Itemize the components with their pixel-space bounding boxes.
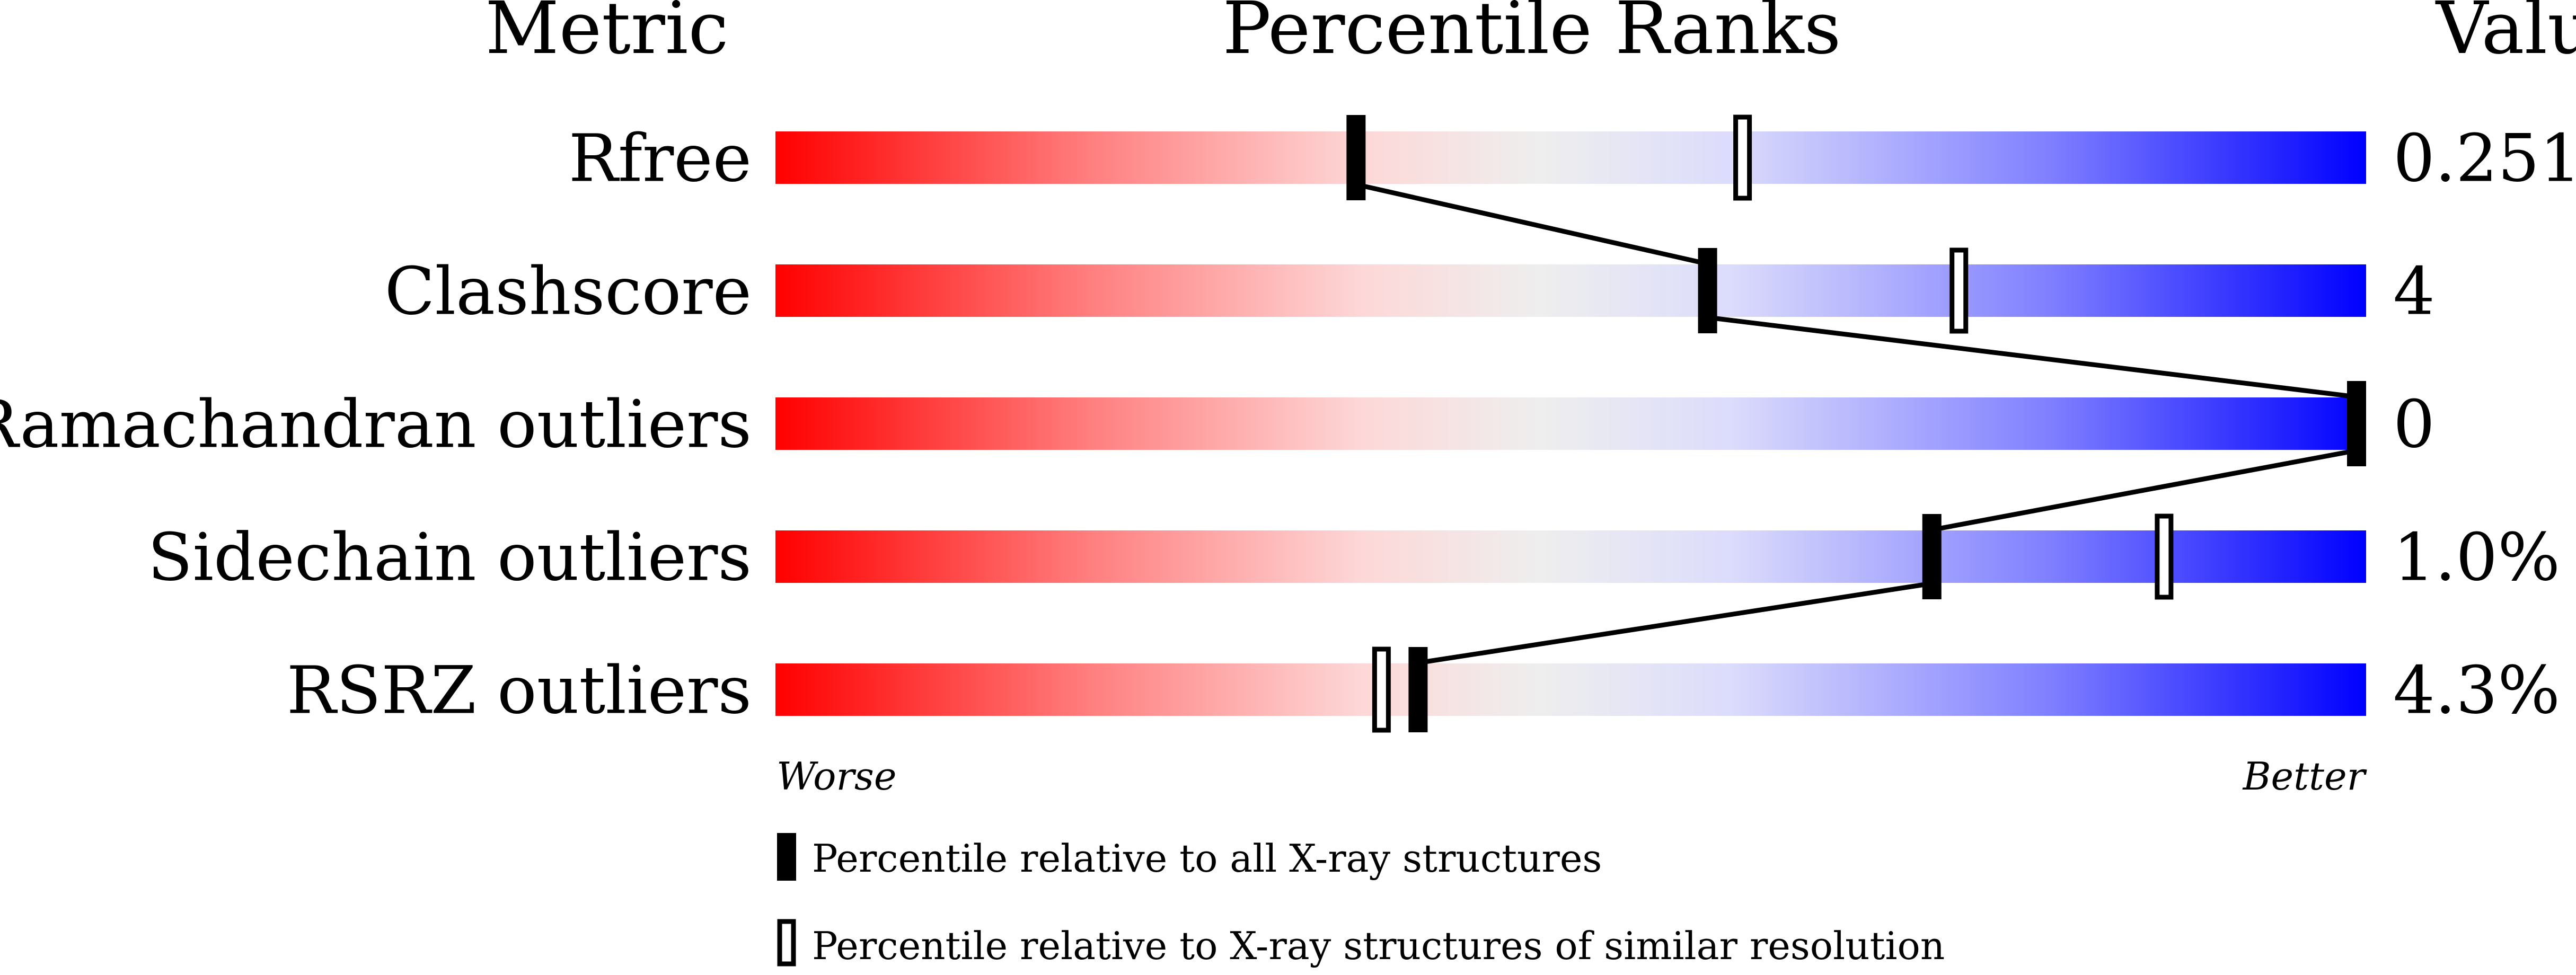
- header-percentile: Percentile Ranks: [1223, 0, 1841, 70]
- percentile-bar: [775, 663, 2366, 716]
- metric-label: RSRZ outliers: [287, 653, 752, 729]
- percentile-bar: [775, 397, 2366, 450]
- header-metric: Metric: [485, 0, 728, 70]
- metric-label: Sidechain outliers: [148, 520, 752, 596]
- marker-similar-resolution: [2155, 513, 2174, 600]
- connector-line: [1355, 182, 1708, 267]
- percentile-bar: [775, 131, 2366, 184]
- percentile-bar: [775, 530, 2366, 583]
- metric-value: 4: [2393, 254, 2435, 330]
- marker-similar-resolution: [1733, 114, 1752, 201]
- metric-label: Ramachandran outliers: [0, 387, 752, 463]
- connector-line: [1931, 448, 2357, 533]
- metric-value: 0.251: [2393, 121, 2576, 197]
- metric-value: 1.0%: [2393, 520, 2560, 596]
- marker-all-structures: [1922, 514, 1942, 599]
- axis-worse-label: Worse: [777, 754, 896, 799]
- axis-better-label: Better: [2242, 754, 2367, 799]
- percentile-bar: [775, 264, 2366, 317]
- legend-filled-marker-icon: [777, 833, 796, 881]
- connector-line: [1707, 315, 2357, 400]
- connector-line: [1417, 581, 1933, 666]
- metric-label: Clashscore: [385, 254, 752, 330]
- marker-all-structures: [2347, 381, 2366, 466]
- metric-value: 4.3%: [2393, 653, 2560, 729]
- legend-label-all: Percentile relative to all X-ray structu…: [812, 836, 1602, 881]
- legend-open-marker-icon: [777, 919, 796, 967]
- marker-similar-resolution: [1949, 247, 1969, 334]
- marker-all-structures: [1698, 248, 1717, 333]
- marker-all-structures: [1408, 647, 1428, 732]
- marker-all-structures: [1346, 115, 1366, 200]
- metric-value: 0: [2393, 387, 2435, 463]
- marker-similar-resolution: [1372, 646, 1391, 733]
- metric-label: Rfree: [569, 121, 752, 197]
- header-value: Value: [2435, 0, 2576, 70]
- legend-label-similar: Percentile relative to X-ray structures …: [812, 924, 1945, 968]
